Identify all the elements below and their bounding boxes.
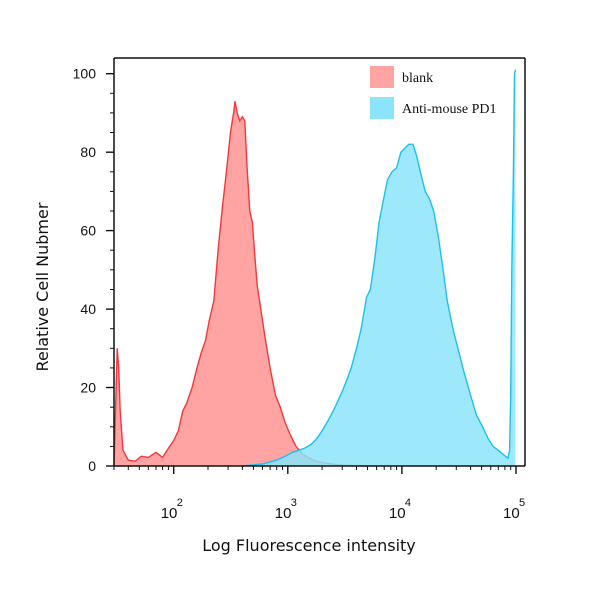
- y-tick-label: 80: [80, 144, 96, 160]
- series-line-blank: [113, 101, 368, 467]
- x-tick-label: 105: [503, 497, 525, 522]
- x-tick-label: 104: [389, 497, 411, 522]
- series-area-blank: [114, 101, 368, 466]
- x-tick-label-exponent: 5: [519, 497, 525, 509]
- y-ticks: 0 20 40 60 80 100: [73, 66, 114, 474]
- y-tick-label: 20: [80, 380, 96, 396]
- x-tick-label-exponent: 3: [291, 497, 297, 509]
- series-layer: [113, 69, 517, 467]
- series-line-anti-mouse-pd1: [242, 69, 517, 467]
- x-axis-title: Log Fluorescence intensity: [202, 536, 416, 555]
- x-tick-label: 103: [275, 497, 297, 522]
- y-tick-label: 0: [88, 458, 96, 474]
- x-tick-label-exponent: 2: [177, 497, 183, 509]
- legend-label-anti-mouse-pd1: Anti-mouse PD1: [402, 102, 497, 117]
- x-tick-label: 102: [161, 497, 183, 522]
- x-tick-label-base: 10: [389, 505, 406, 522]
- x-tick-label-base: 10: [275, 505, 292, 522]
- x-tick-label-base: 10: [503, 505, 520, 522]
- series-area-anti-mouse-pd1: [242, 69, 516, 467]
- y-axis-title: Relative Cell Nubmer: [33, 202, 52, 371]
- legend-label-blank: blank: [402, 71, 433, 86]
- legend-swatch-blank: [370, 66, 394, 88]
- y-tick-label: 40: [80, 301, 96, 317]
- legend: blank Anti-mouse PD1: [370, 66, 497, 119]
- x-tick-label-exponent: 4: [405, 497, 411, 509]
- x-tick-label-base: 10: [161, 505, 178, 522]
- y-tick-label: 100: [73, 66, 97, 82]
- legend-swatch-anti-mouse-pd1: [370, 97, 394, 119]
- y-tick-label: 60: [80, 223, 96, 239]
